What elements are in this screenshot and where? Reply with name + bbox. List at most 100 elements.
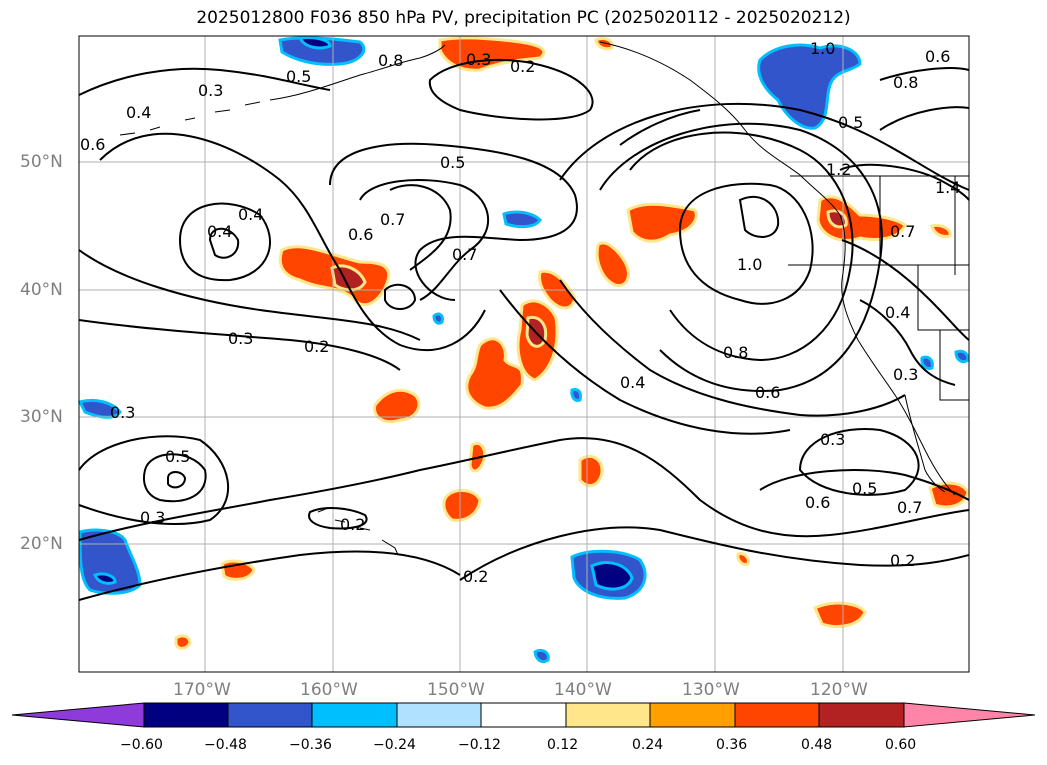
- pv-contour: [359, 179, 489, 301]
- colorbar-tick-label: 0.12: [547, 737, 579, 753]
- map-title: 2025012800 F036 850 hPa PV, precipitatio…: [196, 8, 851, 28]
- contour-label: 0.6: [925, 47, 950, 66]
- pv-contour: [559, 279, 906, 417]
- colorbar-tick-label: −0.48: [204, 737, 247, 753]
- contour-label: 1.0: [810, 39, 835, 58]
- contour-label: 0.4: [885, 303, 910, 322]
- lon-label-140w: 140°W: [554, 680, 612, 700]
- baja: [904, 394, 946, 493]
- graticule: [79, 36, 969, 672]
- contour-label: 0.6: [348, 225, 373, 244]
- colorbar-tick-label: 0.48: [801, 737, 833, 753]
- colorbar-tick-label: 0.60: [885, 737, 917, 753]
- precip-area: [813, 601, 867, 628]
- precip-negative-areas: [77, 36, 970, 664]
- colorbar-bin: [649, 702, 736, 728]
- pv-contour: [879, 67, 970, 81]
- contour-label: 0.4: [238, 205, 263, 224]
- contour-label: 0.6: [755, 383, 780, 402]
- precip-area: [174, 634, 192, 650]
- lat-label-20n: 20°N: [20, 534, 63, 554]
- pv-contour: [78, 249, 421, 341]
- contour-label: 1.0: [737, 255, 762, 274]
- contour-label: 0.8: [723, 343, 748, 362]
- lon-label-130w: 130°W: [682, 680, 740, 700]
- contour-label: 0.7: [897, 498, 922, 517]
- contour-label: 0.6: [80, 135, 105, 154]
- west-coast: [839, 214, 956, 496]
- pv-contour: [142, 453, 207, 503]
- contour-label: 0.2: [510, 57, 535, 76]
- contour-label: 0.7: [452, 245, 477, 264]
- lon-label-170w: 170°W: [173, 680, 231, 700]
- alaska-coast: [269, 44, 446, 101]
- precip-area: [954, 349, 970, 364]
- contour-label: 0.8: [378, 51, 403, 70]
- precip-area: [826, 209, 848, 229]
- colorbar-tick-label: −0.60: [120, 737, 163, 753]
- contour-label: 0.5: [165, 447, 190, 466]
- contour-label: 0.5: [440, 153, 465, 172]
- pv-contour: [499, 289, 791, 435]
- colorbar-extend-right: [903, 702, 1036, 728]
- precip-area: [594, 36, 614, 51]
- precip-area: [570, 388, 582, 402]
- pv-contour: [459, 526, 970, 581]
- state-border: [917, 265, 969, 331]
- pv-contour: [841, 239, 970, 341]
- contour-label: 0.5: [286, 67, 311, 86]
- pv-contour: [629, 131, 854, 362]
- colorbar-bin: [565, 702, 651, 728]
- colorbar-bin: [227, 702, 313, 728]
- lat-label-50n: 50°N: [20, 152, 63, 172]
- colorbar: [11, 702, 1036, 728]
- map-frame: [78, 35, 970, 673]
- pv-contour: [798, 428, 920, 496]
- pv-contour: [859, 299, 956, 386]
- colorbar-tick-label: 0.24: [632, 737, 664, 753]
- precip-area: [502, 210, 542, 229]
- precip-area: [590, 561, 634, 591]
- contour-label: 0.2: [304, 337, 329, 356]
- pv-contour: [559, 102, 970, 191]
- pv-contour: [678, 182, 814, 305]
- precip-area: [595, 241, 630, 287]
- contour-label: 0.6: [805, 493, 830, 512]
- colorbar-tick-label: −0.36: [289, 737, 332, 753]
- pv-contour: [599, 122, 883, 392]
- lon-label-150w: 150°W: [427, 680, 485, 700]
- contour-label: 0.3: [466, 50, 491, 69]
- pv-contour: [759, 469, 970, 501]
- colorbar-tick-label: 0.36: [716, 737, 748, 753]
- precip-area: [77, 398, 122, 419]
- lat-label-40n: 40°N: [20, 280, 63, 300]
- aleutian-islands: [119, 101, 261, 136]
- contour-label: 0.4: [207, 222, 232, 241]
- pv-contour: [208, 227, 240, 259]
- colorbar-bin: [143, 702, 229, 728]
- contour-label: 0.3: [228, 329, 253, 348]
- pv-contour: [879, 106, 970, 131]
- precip-area: [920, 355, 934, 370]
- contour-label: 0.2: [890, 551, 915, 570]
- contour-label: 0.3: [110, 403, 135, 422]
- contour-label: 0.5: [852, 479, 877, 498]
- colorbar-bin: [734, 702, 820, 728]
- contour-label: 0.2: [340, 515, 365, 534]
- colorbar-tick-label: −0.12: [458, 737, 501, 753]
- precip-area: [930, 224, 952, 238]
- precip-area: [578, 455, 604, 488]
- contour-label: 0.3: [893, 365, 918, 384]
- contour-label: 0.5: [838, 113, 863, 132]
- lat-label-30n: 30°N: [20, 407, 63, 427]
- precip-area: [928, 481, 970, 509]
- lon-label-120w: 120°W: [810, 680, 868, 700]
- contour-label: 0.7: [380, 210, 405, 229]
- colorbar-bin: [396, 702, 482, 728]
- contour-label: 0.3: [140, 508, 165, 527]
- contour-label: 0.8: [893, 73, 918, 92]
- pv-contour: [99, 132, 486, 351]
- contour-labels: 0.5 0.8 0.3 0.2 1.0 0.6 0.8 0.4 0.3 0.6 …: [80, 39, 960, 586]
- pv-contour: [78, 319, 401, 371]
